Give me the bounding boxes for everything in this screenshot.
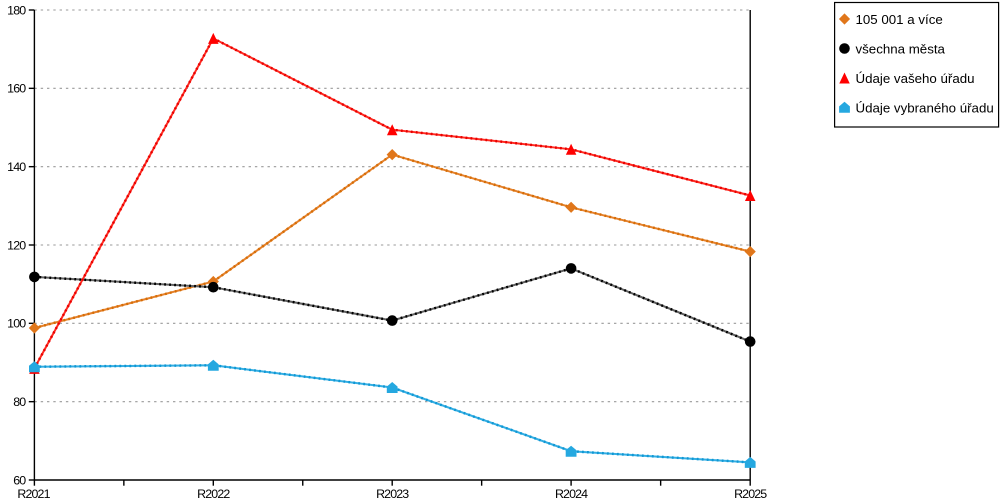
svg-text:Údaje vybraného úřadu: Údaje vybraného úřadu <box>856 100 994 115</box>
svg-text:Údaje vašeho úřadu: Údaje vašeho úřadu <box>856 71 975 86</box>
svg-text:100: 100 <box>7 317 26 331</box>
svg-text:R2025: R2025 <box>734 487 767 500</box>
svg-text:R2023: R2023 <box>376 487 409 500</box>
svg-text:180: 180 <box>7 3 26 17</box>
svg-text:80: 80 <box>13 395 26 409</box>
svg-text:všechna města: všechna města <box>856 42 946 57</box>
svg-text:160: 160 <box>7 82 26 96</box>
svg-text:R2021: R2021 <box>17 487 50 500</box>
svg-text:60: 60 <box>13 473 26 487</box>
svg-text:R2022: R2022 <box>197 487 230 500</box>
svg-text:120: 120 <box>7 238 26 252</box>
svg-text:R2024: R2024 <box>555 487 588 500</box>
svg-text:140: 140 <box>7 160 26 174</box>
svg-text:105 001 a více: 105 001 a více <box>856 12 943 27</box>
